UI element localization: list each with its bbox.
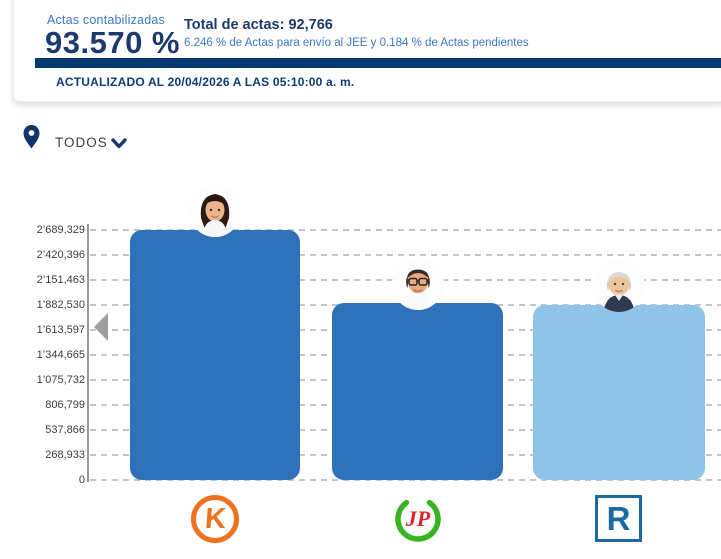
total-actas-label: Total de actas: 92,766 — [184, 17, 333, 33]
candidate-photo-K — [188, 184, 242, 243]
location-filter-dropdown[interactable]: TODOS — [55, 135, 108, 150]
actas-percentage-value: 93.570 % — [45, 25, 180, 60]
location-pin-icon — [23, 125, 40, 149]
y-tick-label: 2’689,329 — [36, 224, 85, 236]
y-tick-label: 1’344,665 — [36, 349, 85, 361]
gridline — [90, 254, 721, 256]
party-logo-K: K — [191, 495, 239, 543]
bar-R[interactable] — [533, 305, 705, 480]
last-updated-text: ACTUALIZADO AL 20/04/2026 A LAS 05:10:00… — [56, 75, 355, 89]
y-tick-label: 1’075,732 — [36, 374, 85, 386]
svg-text:JP: JP — [404, 506, 430, 531]
actas-contabilizadas-label: Actas contabilizadas — [47, 13, 165, 27]
header-divider-bar — [35, 58, 721, 68]
y-axis-line — [87, 224, 89, 482]
actas-breakdown-text: 6.246 % de Actas para envío al JEE y 0.1… — [184, 37, 529, 49]
gridline — [90, 229, 721, 231]
party-logo-R: R — [595, 495, 642, 542]
y-tick-label: 537,866 — [45, 424, 85, 436]
carousel-prev-arrow[interactable] — [94, 313, 108, 341]
y-tick-label: 806,799 — [45, 399, 85, 411]
y-tick-label: 2’151,463 — [36, 274, 85, 286]
y-tick-label: 2’420,396 — [36, 249, 85, 261]
y-tick-label: 1’882,530 — [36, 299, 85, 311]
bar-K[interactable] — [130, 230, 300, 480]
party-logo-JP: JP — [394, 495, 442, 543]
y-tick-label: 0 — [78, 474, 85, 486]
y-tick-label: 1’613,597 — [36, 324, 85, 336]
bar-JP[interactable] — [332, 303, 503, 480]
gridline — [90, 479, 721, 481]
summary-card: Actas contabilizadas 93.570 % Total de a… — [13, 0, 721, 102]
chevron-down-icon[interactable] — [111, 138, 127, 149]
candidate-photo-JP — [391, 257, 445, 316]
candidate-photo-R — [592, 259, 646, 318]
y-tick-label: 268,933 — [45, 449, 85, 461]
